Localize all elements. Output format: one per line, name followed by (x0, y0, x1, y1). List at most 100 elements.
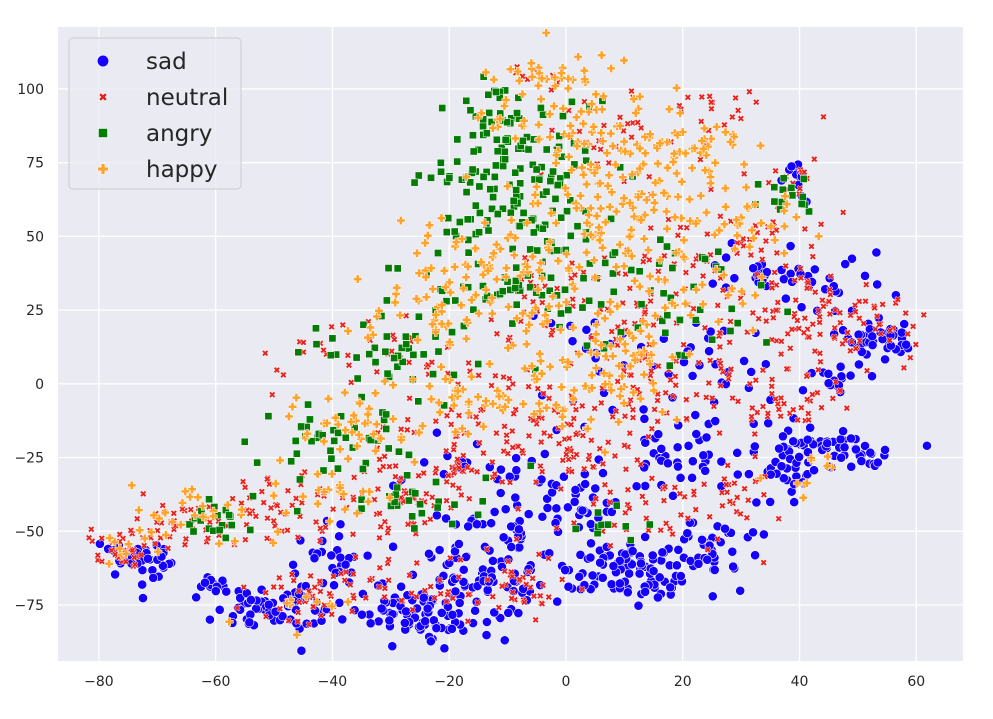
sad-point (672, 442, 683, 453)
neutral-point (457, 491, 465, 499)
neutral-point (758, 255, 766, 263)
neutral-point (751, 430, 759, 438)
happy-point (177, 498, 187, 508)
neutral-point (548, 126, 556, 134)
neutral-point (385, 555, 393, 563)
neutral-point (532, 478, 540, 486)
happy-point (190, 510, 200, 520)
sad-point (823, 378, 834, 389)
neutral-point (768, 390, 776, 398)
neutral-point (558, 575, 566, 584)
neutral-point (277, 583, 285, 591)
happy-point (545, 362, 555, 372)
sad-point (846, 461, 857, 472)
sad-point (856, 456, 867, 466)
happy-point (637, 189, 647, 199)
angry-point (714, 247, 723, 256)
legend-box (68, 37, 242, 190)
angry-point (597, 520, 606, 529)
angry-point (390, 354, 399, 362)
happy-point (461, 272, 471, 282)
happy-point (425, 381, 435, 391)
happy-point (662, 137, 672, 147)
angry-point (327, 454, 336, 463)
happy-point (750, 200, 760, 210)
angry-point (455, 218, 464, 226)
happy-point (561, 297, 571, 307)
neutral-point (809, 253, 817, 261)
angry-point (545, 286, 554, 295)
happy-point (514, 76, 524, 86)
neutral-point (265, 480, 273, 488)
legend: sad neutral angry happy (68, 37, 242, 190)
neutral-point (676, 223, 684, 231)
neutral-point (535, 550, 543, 558)
angry-point (382, 296, 391, 305)
happy-point (323, 394, 333, 404)
happy-point (524, 320, 534, 330)
angry-point (604, 520, 612, 529)
neutral-point (504, 450, 512, 458)
happy-point (437, 300, 447, 310)
angry-point (561, 285, 569, 294)
angry-point (537, 104, 545, 112)
happy-point (591, 363, 601, 373)
neutral-point (346, 581, 354, 589)
happy-point (823, 452, 833, 461)
happy-point (659, 188, 669, 198)
sad-point (450, 586, 461, 597)
x-tick-label: −60 (201, 674, 231, 690)
neutral-point (653, 396, 662, 405)
happy-point (541, 28, 551, 38)
happy-point (798, 493, 808, 503)
sad-point (396, 581, 407, 592)
neutral-point (755, 315, 763, 323)
neutral-point (170, 509, 178, 517)
angry-point (489, 193, 497, 201)
happy-point (528, 252, 538, 262)
angry-point (516, 164, 525, 173)
sad-point (867, 331, 878, 342)
neutral-point (505, 375, 513, 383)
happy-point (806, 453, 816, 463)
angry-point (566, 196, 575, 205)
happy-point (363, 409, 373, 419)
happy-point (602, 148, 612, 158)
neutral-point (648, 425, 656, 433)
neutral-point (498, 478, 506, 486)
neutral-point (578, 402, 586, 410)
happy-point (313, 499, 323, 509)
angry-point (475, 182, 484, 191)
angry-point (532, 165, 541, 174)
happy-point (510, 233, 520, 243)
happy-point (645, 129, 655, 139)
happy-point (779, 248, 789, 258)
happy-point (636, 215, 646, 225)
neutral-point (699, 272, 707, 280)
angry-point (445, 174, 454, 182)
neutral-point (792, 296, 800, 304)
happy-point (673, 130, 682, 140)
happy-point (567, 165, 576, 175)
happy-point (791, 212, 801, 222)
happy-point (550, 72, 560, 82)
sad-point (640, 532, 651, 542)
sad-point (710, 416, 721, 426)
happy-point (527, 361, 537, 371)
happy-point (374, 306, 384, 316)
neutral-point (626, 429, 634, 437)
neutral-point (128, 546, 136, 554)
sad-point (899, 319, 910, 329)
happy-point (649, 386, 659, 395)
neutral-point (491, 372, 499, 380)
happy-point (699, 144, 708, 154)
neutral-point (760, 559, 768, 567)
neutral-point (483, 545, 491, 553)
neutral-point (759, 402, 767, 411)
sad-point (470, 605, 481, 616)
happy-point (187, 484, 197, 494)
neutral-point (229, 495, 237, 503)
neutral-point (456, 556, 465, 564)
neutral-point (329, 572, 337, 580)
happy-point (732, 215, 741, 225)
